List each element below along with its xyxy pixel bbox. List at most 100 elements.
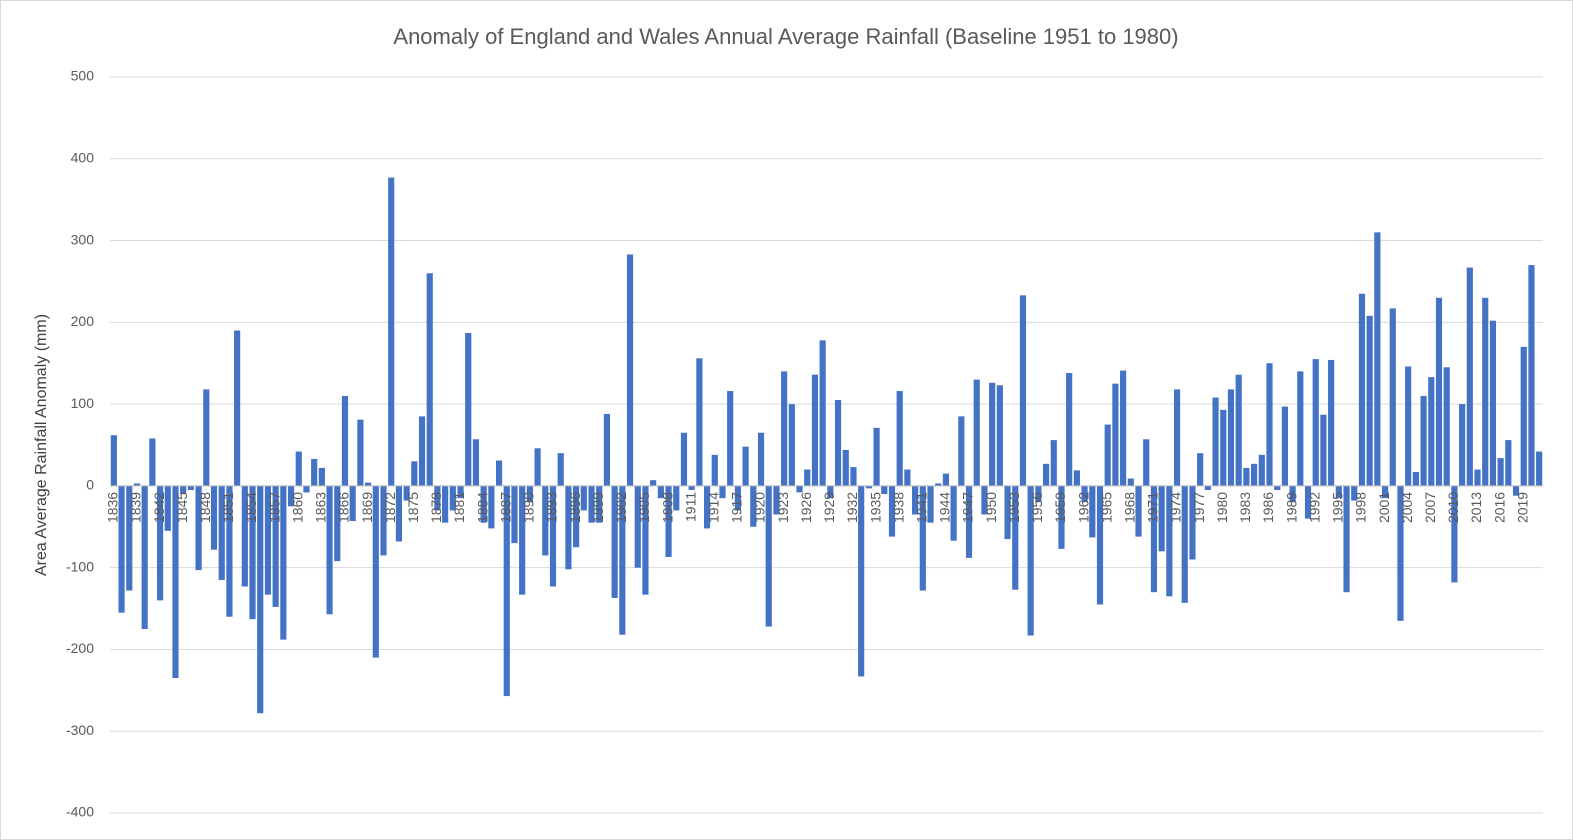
x-tick-label: 1977 (1191, 492, 1207, 523)
bar (1366, 315, 1373, 486)
bar (1505, 440, 1512, 486)
bar (1389, 308, 1396, 486)
bar (888, 485, 896, 537)
bar (457, 485, 464, 499)
bar (912, 485, 919, 515)
bar (249, 485, 256, 620)
bar (257, 485, 264, 714)
bar (1297, 371, 1304, 486)
bar (295, 451, 302, 486)
bar (904, 469, 911, 486)
bar (865, 485, 872, 489)
bar (1042, 463, 1050, 486)
x-tick-label: 1884 (474, 492, 490, 523)
bar (264, 485, 272, 595)
bar (495, 460, 503, 486)
bar (1343, 485, 1350, 593)
bar (1181, 485, 1188, 603)
x-tick-label: 1860 (289, 492, 305, 523)
bar (480, 485, 487, 523)
bar (981, 485, 988, 515)
bar (688, 485, 695, 490)
x-tick-label: 1971 (1145, 492, 1161, 523)
bar (1274, 485, 1281, 490)
bar (1489, 320, 1497, 486)
x-tick-label: 1980 (1214, 492, 1230, 523)
y-tick-label: 200 (71, 313, 95, 329)
bar (950, 485, 957, 541)
x-tick-label: 1944 (937, 492, 953, 523)
bar (133, 483, 141, 486)
bar (1528, 265, 1535, 486)
bar (303, 485, 310, 493)
x-tick-label: 1911 (682, 492, 698, 522)
bar (1189, 485, 1196, 560)
x-tick-label: 1935 (867, 492, 883, 523)
bar (1058, 485, 1065, 549)
bar (1335, 485, 1342, 499)
x-tick-label: 1854 (243, 492, 259, 523)
bar (1412, 471, 1419, 486)
bar (280, 485, 287, 640)
x-tick-label: 1896 (567, 492, 583, 523)
bar (1066, 373, 1073, 486)
x-tick-label: 1959 (1052, 492, 1068, 523)
bar (1220, 409, 1227, 486)
bar (626, 254, 634, 486)
bar (311, 458, 318, 486)
bar (1405, 366, 1412, 486)
x-tick-label: 1920 (752, 492, 768, 523)
bar (996, 385, 1003, 486)
bar (942, 473, 949, 486)
bar (596, 485, 603, 523)
bar (796, 485, 803, 493)
bar (226, 485, 233, 617)
bar (395, 485, 402, 542)
bar (611, 485, 618, 598)
bar (534, 448, 541, 486)
bar (1466, 267, 1473, 486)
x-tick-label: 1881 (451, 492, 467, 523)
bar (765, 485, 772, 627)
y-tick-label: 100 (71, 395, 95, 411)
x-tick-label: 1998 (1353, 492, 1369, 523)
bar (1120, 370, 1127, 486)
bar (156, 485, 164, 601)
bar (1073, 470, 1080, 486)
bar (603, 413, 611, 486)
bar (619, 485, 626, 635)
x-tick-label: 1962 (1075, 492, 1091, 523)
bar (580, 485, 587, 511)
bar (1428, 377, 1435, 486)
bar (472, 439, 480, 486)
x-tick-label: 2007 (1422, 492, 1438, 523)
bar (372, 485, 379, 658)
bar (1281, 406, 1288, 486)
bar (1320, 414, 1327, 486)
bar (203, 389, 210, 486)
x-tick-label: 2016 (1491, 492, 1507, 523)
bar (734, 485, 741, 511)
x-tick-label: 2010 (1445, 492, 1461, 523)
bar (349, 485, 356, 522)
x-tick-label: 2001 (1376, 492, 1392, 523)
bar (1397, 485, 1404, 621)
y-tick-label: 500 (71, 68, 95, 84)
bar (973, 379, 980, 486)
y-axis-label: Area Average Rainfall Anomaly (mm) (33, 314, 50, 576)
bar (842, 449, 849, 486)
bar (742, 446, 749, 486)
bar (542, 485, 549, 556)
bar (1351, 485, 1358, 501)
bar (503, 485, 510, 697)
bar (1112, 383, 1119, 486)
bar (634, 485, 641, 568)
x-tick-label: 1845 (174, 492, 190, 523)
bar (1227, 389, 1235, 486)
bar (1497, 458, 1504, 486)
bar (896, 391, 903, 486)
x-tick-label: 1902 (613, 492, 629, 523)
x-tick-label: 1857 (266, 492, 282, 523)
bar (195, 485, 202, 571)
bar (110, 435, 117, 486)
